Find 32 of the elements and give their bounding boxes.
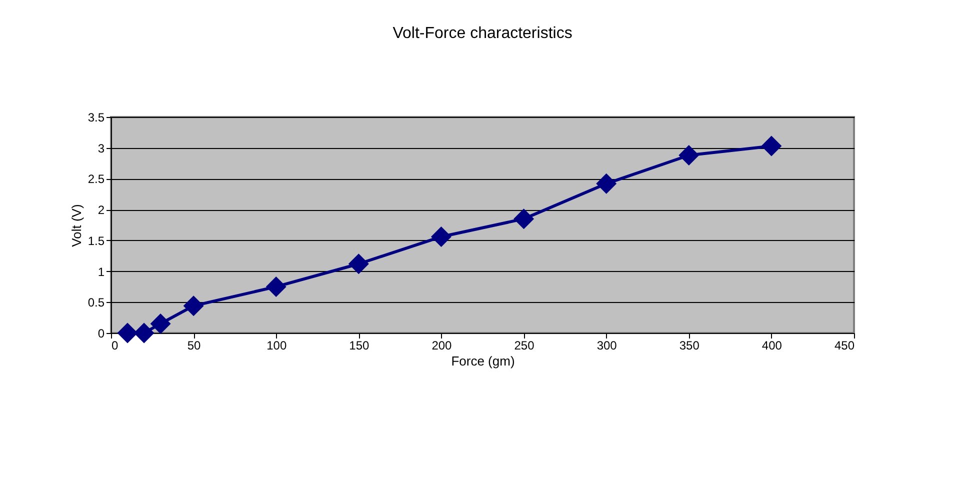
y-axis-title: Volt (V) xyxy=(68,204,84,247)
y-tick-label: 3 xyxy=(98,141,105,156)
point xyxy=(596,173,617,194)
x-tick-label: 250 xyxy=(514,338,535,352)
x-tick-label: 400 xyxy=(762,338,782,352)
point xyxy=(514,208,534,230)
x-tick-label: 300 xyxy=(596,338,618,352)
y-tick-label: 3.5 xyxy=(88,110,105,124)
x-axis-title: Force (gm) xyxy=(451,354,515,368)
point xyxy=(150,313,171,334)
x-tick-label: 200 xyxy=(432,338,452,352)
point xyxy=(761,136,782,156)
y-tick-label: 1.5 xyxy=(88,234,105,248)
x-tick-label: 0 xyxy=(112,338,118,352)
point xyxy=(266,276,286,297)
y-tick-label: 0 xyxy=(98,326,105,340)
point xyxy=(348,254,369,274)
x-tick-label: 150 xyxy=(349,338,370,352)
x-tick-label: 50 xyxy=(187,338,202,352)
x-tick-label: 100 xyxy=(266,338,287,352)
point xyxy=(134,322,154,344)
x-tick-label: 350 xyxy=(679,338,700,352)
y-tick-label: 2.5 xyxy=(88,172,105,186)
point xyxy=(678,145,700,166)
y-tick-label: 0.5 xyxy=(88,296,105,310)
chart-title: Volt-Force characteristics xyxy=(392,25,572,42)
point xyxy=(183,296,204,316)
y-tick-label: 2 xyxy=(98,203,105,218)
y-tick-label: 1 xyxy=(98,264,105,279)
point xyxy=(117,322,138,344)
point xyxy=(430,226,452,247)
x-tick-label: 450 xyxy=(834,338,855,352)
